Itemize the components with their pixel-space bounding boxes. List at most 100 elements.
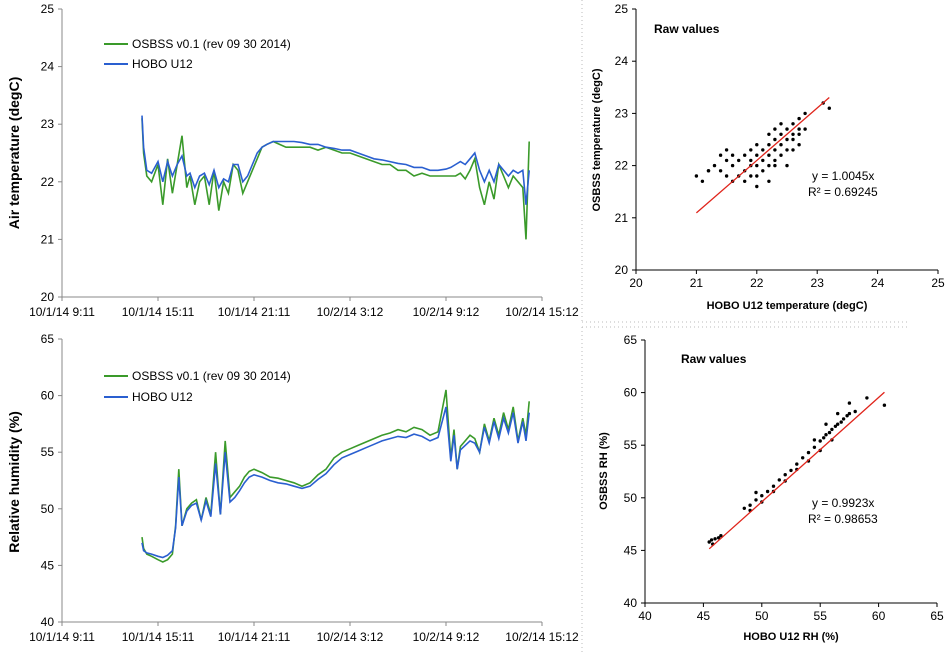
data-point xyxy=(791,122,795,126)
x-tick-label: 45 xyxy=(697,609,711,623)
data-point xyxy=(773,148,777,152)
data-point xyxy=(791,132,795,136)
x-tick-label: 40 xyxy=(638,609,652,623)
x-tick-label: 10/1/14 15:11 xyxy=(122,305,195,319)
data-point xyxy=(742,506,746,510)
data-point xyxy=(773,137,777,142)
trend-line xyxy=(708,391,885,550)
data-point xyxy=(716,536,721,540)
data-point xyxy=(749,148,753,152)
data-point xyxy=(779,122,783,126)
regression-r2: R² = 0.69245 xyxy=(808,185,878,199)
data-point xyxy=(724,174,729,178)
data-point xyxy=(839,420,843,424)
data-point xyxy=(761,169,765,173)
data-point xyxy=(841,417,846,421)
y-tick-label: 55 xyxy=(624,438,638,452)
y-tick-label: 65 xyxy=(41,332,55,346)
x-tick-label: 10/1/14 21:11 xyxy=(218,305,291,319)
temperature-scatter-panel: 20 21 22 23 24 25 20 21 22 23 24 25 Raw values y = … xyxy=(581,0,945,323)
trend-line xyxy=(695,97,830,214)
data-point xyxy=(827,430,832,435)
data-point xyxy=(767,179,771,183)
data-point xyxy=(777,478,781,482)
data-point xyxy=(803,127,807,131)
data-point xyxy=(737,158,741,163)
data-point xyxy=(707,540,711,544)
data-point xyxy=(801,456,805,460)
y-tick-label: 65 xyxy=(624,333,638,347)
data-point xyxy=(797,132,801,136)
data-point xyxy=(836,411,840,416)
y-tick-label: 22 xyxy=(41,175,55,189)
data-point xyxy=(754,498,758,502)
data-point xyxy=(761,148,765,152)
data-point xyxy=(773,127,777,131)
data-point xyxy=(743,153,747,157)
data-point xyxy=(755,163,759,168)
y-axis-label: Relative humidity (%) xyxy=(6,411,22,553)
data-point xyxy=(706,169,711,173)
data-point xyxy=(789,468,793,473)
y-tick-label: 60 xyxy=(41,389,55,403)
data-point xyxy=(730,153,735,157)
series-line-osbss xyxy=(141,118,530,240)
y-tick-label: 40 xyxy=(41,615,55,629)
data-point xyxy=(749,174,753,178)
humidity-scatter-panel: 40 45 50 55 60 65 40 45 50 55 60 65 Raw values y = … xyxy=(581,326,944,652)
data-point xyxy=(830,427,834,432)
x-axis-label: HOBO U12 temperature (degC) xyxy=(707,300,868,312)
data-point xyxy=(865,396,869,400)
y-tick-label: 25 xyxy=(41,2,55,16)
x-tick-label: 21 xyxy=(690,276,704,290)
x-tick-label: 55 xyxy=(814,609,828,623)
y-tick-label: 23 xyxy=(615,106,629,120)
x-tick-label: 10/1/14 9:11 xyxy=(29,305,95,319)
regression-equation: y = 0.9923x xyxy=(812,496,874,510)
x-tick-label: 10/2/14 9:12 xyxy=(413,630,480,644)
x-tick-label: 10/2/14 15:12 xyxy=(505,630,579,644)
data-point xyxy=(803,111,807,116)
data-point xyxy=(773,158,777,163)
data-point xyxy=(812,438,817,442)
data-point xyxy=(767,143,771,147)
y-tick-label: 55 xyxy=(41,445,55,459)
data-point xyxy=(694,174,699,178)
data-point xyxy=(773,163,777,168)
data-point xyxy=(795,462,799,466)
data-point xyxy=(771,484,776,488)
data-point xyxy=(783,473,787,477)
humidity-timeseries-panel: 40 45 50 55 60 65 10/1/14 9:11 10/1/14 15:11 10/… xyxy=(6,332,579,644)
data-point xyxy=(730,163,735,168)
x-tick-label: 50 xyxy=(755,609,769,623)
y-tick-label: 20 xyxy=(41,290,55,304)
x-tick-label: 24 xyxy=(871,276,885,290)
x-tick-label: 10/2/14 9:12 xyxy=(413,305,480,319)
y-tick-label: 50 xyxy=(41,502,55,516)
legend-label-hobo: HOBO U12 xyxy=(132,57,193,71)
series-line-hobo xyxy=(141,406,530,559)
y-tick-label: 24 xyxy=(615,54,629,68)
data-point xyxy=(754,490,758,495)
data-point xyxy=(724,148,729,152)
y-tick-label: 45 xyxy=(624,543,638,557)
data-point xyxy=(760,494,764,498)
data-point xyxy=(755,174,759,178)
data-point xyxy=(779,132,783,136)
data-point xyxy=(791,137,795,142)
y-tick-label: 21 xyxy=(41,232,55,246)
y-tick-label: 23 xyxy=(41,117,55,131)
y-tick-label: 24 xyxy=(41,60,55,74)
x-tick-label: 10/1/14 21:11 xyxy=(218,630,291,644)
x-tick-label: 10/1/14 15:11 xyxy=(122,630,195,644)
x-tick-label: 10/2/14 3:12 xyxy=(317,305,384,319)
data-point xyxy=(709,538,714,542)
y-axis-label: OSBSS temperature (degC) xyxy=(591,68,603,211)
series-line-hobo xyxy=(141,115,530,205)
data-point xyxy=(882,403,887,407)
data-point xyxy=(718,153,723,157)
data-point xyxy=(749,158,753,163)
x-tick-label: 10/2/14 15:12 xyxy=(505,305,579,319)
temperature-timeseries-panel: 20 21 22 23 24 25 10/1/14 9:11 10/1/14 15:11 10/… xyxy=(6,2,579,319)
data-point xyxy=(748,503,752,507)
